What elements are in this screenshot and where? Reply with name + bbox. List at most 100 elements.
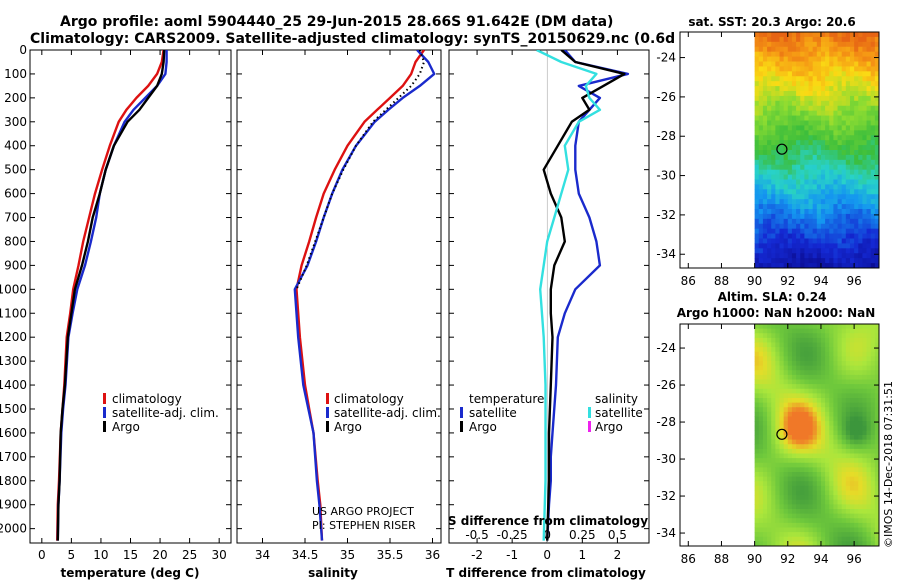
map-cell [804,485,809,491]
map-cell [825,66,830,72]
map-cell [779,430,785,436]
map-cell [812,110,818,116]
map-cell [845,91,851,97]
map-cell [796,169,801,175]
map-cell [833,135,838,141]
map-cell [833,527,838,533]
map-cell [762,174,768,180]
map-cell [820,430,826,436]
map-cell [796,374,801,380]
map-cell [775,328,780,334]
map-cell [841,370,847,376]
map-cell [800,522,805,528]
map-cell [849,86,855,92]
map-cell [874,453,879,459]
map-cell [870,154,876,161]
x-tick-label: 5 [68,548,76,562]
map-cell [762,421,768,427]
map-cell [771,388,776,394]
map-cell [800,388,805,394]
map-cell [841,209,847,215]
map-cell [825,253,830,259]
map-cell [796,546,801,551]
map-cell [783,159,789,166]
map-cell [804,356,809,362]
difference-depth-ticks [449,49,649,530]
map-cell [779,154,785,161]
map-cell [829,324,834,330]
map-cell [787,135,793,141]
map-cell [779,32,785,38]
map-cell [812,125,818,131]
map-cell [866,86,872,92]
map-cell [812,444,818,450]
map-cell [866,398,872,404]
map-cell [796,56,801,62]
map-cell [754,125,760,131]
map-cell [854,135,859,141]
map-cell [791,398,797,404]
map-cell [816,51,822,57]
map-cell [796,130,801,136]
map-cell [796,41,801,48]
map-cell [784,268,789,273]
map-cell [874,159,879,166]
map-cell [833,467,838,473]
map-cell [767,253,772,259]
map-cell [783,416,789,422]
map-cell [866,411,872,417]
map-cell [842,546,847,551]
map-cell [870,228,876,234]
map-cell [779,444,785,450]
map-cell [820,324,826,330]
map-cell [812,527,818,533]
map-cell [758,263,764,268]
map-cell [854,140,859,146]
map-cell [866,495,872,501]
map-cell [845,233,851,239]
map-cell [825,41,830,48]
x-tick-label: 0 [543,548,551,562]
map-cell [862,95,867,102]
map-cell [849,476,855,482]
map-cell [762,150,768,156]
map-cell [758,527,764,533]
map-cell [825,365,830,371]
map-cell [825,546,830,551]
map-cell [849,105,855,112]
map-cell [783,462,789,468]
map-cell [874,416,879,422]
map-cell [870,46,876,53]
map-cell [791,110,797,116]
map-cell [849,218,855,225]
map-cell [767,199,772,205]
map-cell [804,150,809,156]
map-cell [829,356,834,362]
map-cell [849,100,855,107]
depth-tick-label: 1700 [0,450,27,464]
map-cell [858,150,863,156]
map-cell [787,115,793,121]
map-cell [767,453,772,459]
map-cell [808,95,814,102]
map-cell [796,125,801,131]
map-cell [820,495,826,501]
map-cell [791,86,797,92]
map-cell [825,189,830,195]
map-cell [775,32,780,38]
map-cell [783,199,789,205]
map-cell [808,356,814,362]
map-cell [762,204,768,210]
map-cell [791,253,797,259]
map-cell [787,169,793,175]
map-cell [796,115,801,121]
map-cell [758,365,764,371]
map-cell [758,184,764,190]
map-cell [779,536,785,542]
map-cell [841,351,847,357]
map-cell [800,218,805,225]
map-cell [820,351,826,357]
map-cell [841,51,847,57]
map-cell [829,435,834,441]
map-cell [858,379,863,385]
